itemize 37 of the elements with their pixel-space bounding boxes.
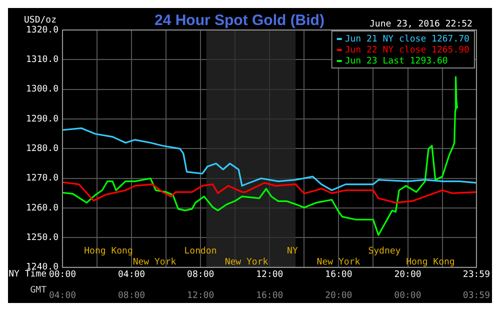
x-axis-title: NY Time xyxy=(8,270,47,280)
x2-tick-label: 00:00 xyxy=(394,290,422,301)
annotation: New York xyxy=(132,258,177,268)
y-tick-label: 1320.0 xyxy=(26,25,59,36)
x2-axis-title: GMT xyxy=(30,286,48,296)
x-tick-label: 04:00 xyxy=(118,270,146,280)
annotation: NY xyxy=(287,246,298,257)
annotation: New York xyxy=(316,258,361,268)
y-tick-label: 1250.0 xyxy=(26,233,59,244)
chart-subtitle: June 23, 2016 22:52 xyxy=(370,19,472,30)
annotation: New York xyxy=(224,258,269,268)
x2-tick-label: 16:00 xyxy=(256,290,284,301)
annotation: Hong Kong xyxy=(406,258,455,268)
y-tick-label: 1280.0 xyxy=(26,144,59,154)
y-axis-title: USD/oz xyxy=(24,15,57,26)
y-tick-label: 1290.0 xyxy=(26,114,59,124)
x2-tick-label: 04:00 xyxy=(48,290,76,301)
legend-label: Jun 23 Last 1293.60 xyxy=(344,56,448,66)
x-tick-label: 20:00 xyxy=(394,270,422,280)
x2-tick-label: 08:00 xyxy=(118,290,146,301)
annotation: Sydney xyxy=(368,246,402,257)
x2-tick-label: 12:00 xyxy=(187,290,214,301)
x-tick-label: 23:59 xyxy=(462,270,490,280)
x-tick-label: 12:00 xyxy=(256,270,284,280)
y-tick-label: 1270.0 xyxy=(26,174,59,184)
x-tick-label: 08:00 xyxy=(187,270,214,280)
chart-title: 24 Hour Spot Gold (Bid) xyxy=(154,12,324,30)
y-tick-label: 1310.0 xyxy=(26,55,59,66)
x2-tick-label: 20:00 xyxy=(325,290,352,301)
x2-tick-label: 03:59 xyxy=(462,290,490,301)
x-tick-label: 16:00 xyxy=(325,270,352,280)
legend-label: Jun 21 NY close 1267.70 xyxy=(344,34,470,44)
y-tick-label: 1260.0 xyxy=(26,203,59,214)
annotation: London xyxy=(184,246,217,257)
annotation: Hong Kong xyxy=(84,246,133,257)
y-tick-label: 1300.0 xyxy=(26,84,59,95)
legend-label: Jun 22 NY close 1265.90 xyxy=(344,45,470,56)
